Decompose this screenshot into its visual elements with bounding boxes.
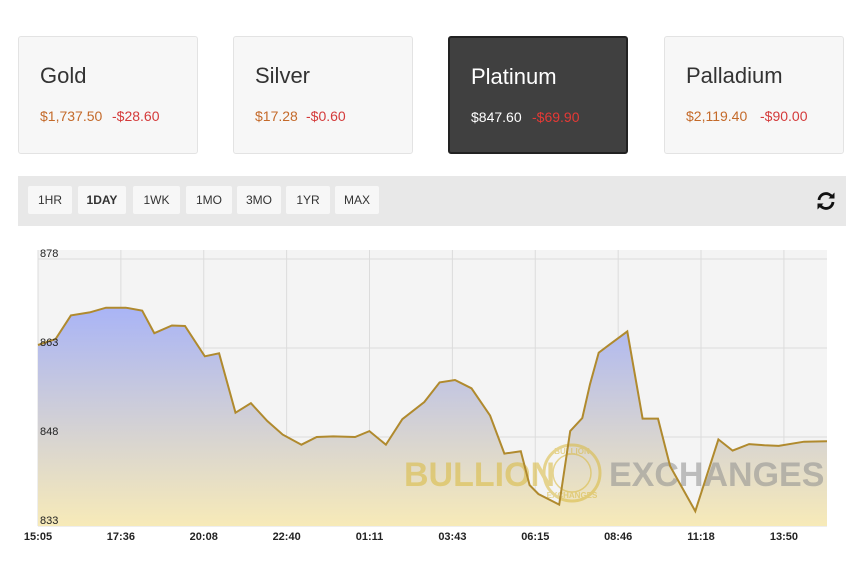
watermark-ring bbox=[542, 443, 602, 503]
range-3mo-button[interactable]: 3MO bbox=[237, 186, 281, 214]
x-tick-label: 13:50 bbox=[770, 531, 798, 543]
card-palladium[interactable]: Palladium $2,119.40 -$90.00 bbox=[664, 36, 844, 154]
card-palladium-name: Palladium bbox=[686, 63, 783, 88]
y-axis-ticks: 833 848 863 878 bbox=[40, 248, 58, 527]
x-tick-label: 20:08 bbox=[190, 531, 218, 543]
watermark-left-text: BULLION bbox=[404, 456, 555, 494]
range-1yr-button[interactable]: 1YR bbox=[286, 186, 330, 214]
price-area bbox=[38, 307, 827, 526]
range-1mo-button[interactable]: 1MO bbox=[186, 186, 232, 214]
x-tick-label: 03:43 bbox=[438, 531, 466, 543]
x-tick-label: 08:46 bbox=[604, 531, 632, 543]
y-tick-label: 833 bbox=[40, 515, 58, 527]
card-silver[interactable]: Silver $17.28 -$0.60 bbox=[233, 36, 413, 154]
range-1day-button[interactable]: 1DAY bbox=[78, 186, 126, 214]
card-platinum-change: -$69.90 bbox=[532, 109, 580, 125]
x-axis-ticks: 15:05 17:36 20:08 22:40 01:11 03:43 06:15 08:46… bbox=[24, 531, 798, 543]
y-tick-label: 848 bbox=[40, 426, 58, 438]
card-platinum-name: Platinum bbox=[471, 64, 557, 89]
card-gold-change: -$28.60 bbox=[112, 108, 160, 124]
card-palladium-price: $2,119.40 bbox=[686, 108, 748, 124]
y-tick-label: 878 bbox=[40, 248, 58, 260]
range-1wk-button[interactable]: 1WK bbox=[133, 186, 180, 214]
x-tick-label: 06:15 bbox=[521, 531, 549, 543]
range-max-button[interactable]: MAX bbox=[335, 186, 379, 214]
range-toolbar: 1HR 1DAY 1WK 1MO 3MO 1YR MAX bbox=[18, 176, 846, 226]
price-chart: BULLION BULLION EXCHANGES EXCHANGES 8338… bbox=[24, 248, 828, 543]
metal-cards: Gold $1,737.50 -$28.60 Silver $17.28 -$0… bbox=[18, 36, 846, 156]
x-tick-label: 22:40 bbox=[273, 531, 301, 543]
card-platinum-price: $847.60 bbox=[471, 109, 522, 125]
card-silver-change: -$0.60 bbox=[306, 108, 346, 124]
x-tick-label: 15:05 bbox=[24, 531, 52, 543]
x-tick-label: 17:36 bbox=[107, 531, 135, 543]
card-silver-name: Silver bbox=[255, 63, 311, 88]
watermark: BULLION BULLION EXCHANGES EXCHANGES bbox=[404, 443, 824, 503]
range-1hr-button[interactable]: 1HR bbox=[28, 186, 72, 214]
x-tick-label: 11:18 bbox=[687, 531, 715, 543]
card-gold[interactable]: Gold $1,737.50 -$28.60 bbox=[18, 36, 198, 154]
price-line bbox=[37, 306, 828, 514]
card-gold-name: Gold bbox=[40, 63, 87, 88]
watermark-inner-ring bbox=[552, 453, 592, 493]
watermark-ring-top: BULLION bbox=[554, 447, 590, 456]
watermark-right-text: EXCHANGES bbox=[609, 456, 824, 494]
card-platinum[interactable]: Platinum $847.60 -$69.90 bbox=[448, 36, 628, 154]
card-silver-price: $17.28 bbox=[255, 108, 298, 124]
x-tick-label: 01:11 bbox=[356, 531, 384, 543]
card-gold-price: $1,737.50 bbox=[40, 108, 103, 124]
y-tick-label: 863 bbox=[40, 337, 58, 349]
card-palladium-change: -$90.00 bbox=[760, 108, 808, 124]
watermark-ring-bottom: EXCHANGES bbox=[547, 491, 598, 500]
refresh-icon[interactable] bbox=[814, 189, 838, 213]
